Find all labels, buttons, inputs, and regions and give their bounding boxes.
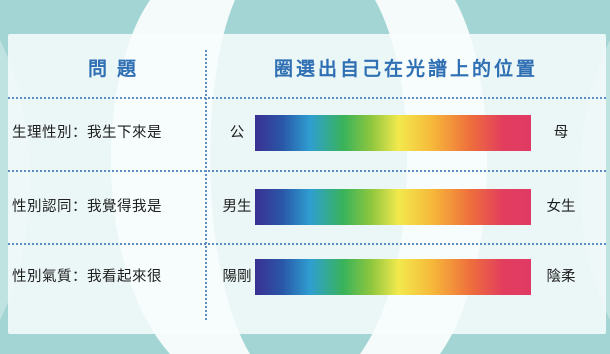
spectrum-bar-sex[interactable] — [255, 115, 531, 151]
row-divider — [8, 170, 606, 172]
spectrum-right-label-expression: 陰柔 — [546, 269, 576, 285]
question-gender-expression: 性別氣質：我看起來很 — [12, 269, 162, 285]
question-sex: 生理性別：我生下來是 — [12, 125, 162, 141]
spectrum-bar-expression[interactable] — [255, 259, 531, 295]
spectrum-left-label-sex: 公 — [229, 125, 245, 141]
spectrum-bar-identity[interactable] — [255, 189, 531, 225]
spectrum-column-header: 圈選出自己在光譜上的位置 — [273, 58, 538, 80]
row-divider — [8, 243, 606, 245]
spectrum-right-label-sex: 母 — [553, 125, 569, 141]
column-divider — [205, 50, 207, 320]
question-gender-identity: 性別認同：我覺得我是 — [12, 199, 162, 215]
spectrum-left-label-expression: 陽剛 — [222, 269, 252, 285]
spectrum-right-label-identity: 女生 — [546, 199, 576, 215]
spectrum-left-label-identity: 男生 — [222, 199, 252, 215]
header-divider — [8, 97, 606, 99]
question-column-header: 問題 — [87, 58, 146, 80]
